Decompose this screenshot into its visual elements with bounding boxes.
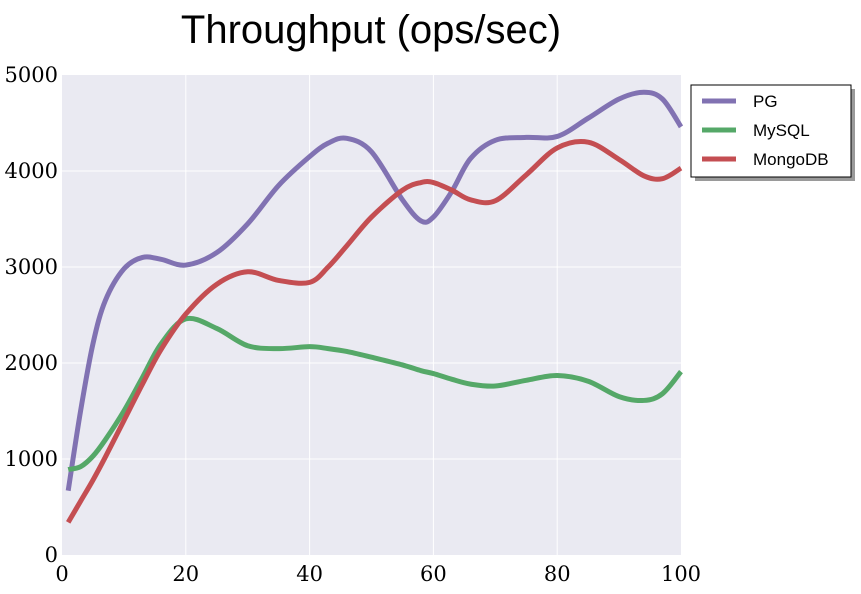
chart-title: Throughput (ops/sec) <box>181 8 561 52</box>
series-line-mysql <box>67 315 683 473</box>
series-line-mongodb <box>66 139 683 524</box>
y-tick-label: 0 <box>45 543 58 567</box>
legend-label: PG <box>753 92 778 111</box>
x-tick-label: 60 <box>420 562 447 586</box>
legend-label: MongoDB <box>753 150 829 169</box>
x-tick-label: 20 <box>172 562 199 586</box>
plot-area <box>62 75 681 555</box>
y-tick-label: 2000 <box>5 351 58 375</box>
x-tick-label: 0 <box>55 562 68 586</box>
x-tick-label: 80 <box>544 562 571 586</box>
legend-label: MySQL <box>753 121 810 140</box>
x-axis-ticks: 0 20 40 60 80 100 <box>55 562 701 586</box>
y-tick-label: 4000 <box>5 159 58 183</box>
x-tick-label: 40 <box>296 562 323 586</box>
legend: PG MySQL MongoDB <box>690 84 855 181</box>
y-tick-label: 1000 <box>5 447 58 471</box>
series-line-pg <box>65 89 684 492</box>
y-axis-ticks: 0 1000 2000 3000 4000 5000 <box>5 63 58 567</box>
y-tick-label: 3000 <box>5 255 58 279</box>
x-tick-label: 100 <box>661 562 701 586</box>
y-tick-label: 5000 <box>5 63 58 87</box>
series-lines <box>65 89 684 524</box>
